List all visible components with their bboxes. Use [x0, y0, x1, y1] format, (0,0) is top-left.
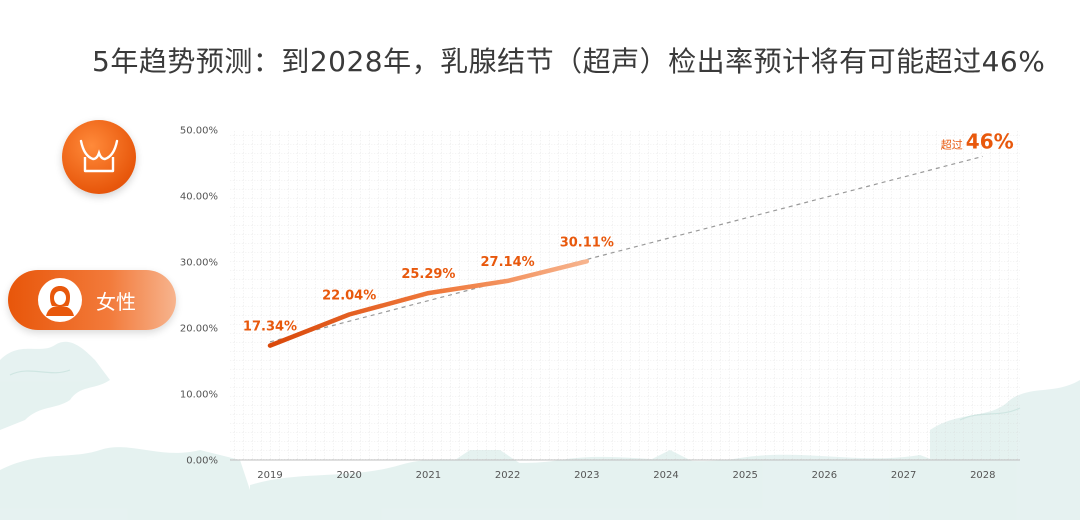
plot-area-grid [230, 130, 1020, 460]
data-label: 22.04% [322, 289, 376, 304]
woman-avatar-icon [38, 278, 82, 322]
bra-icon [79, 139, 119, 173]
x-tick-label: 2025 [732, 470, 757, 481]
series-line [267, 259, 590, 348]
female-label: 女性 [96, 290, 136, 314]
page-title: 5年趋势预测：到2028年，乳腺结节（超声）检出率预计将有可能超过46% [92, 45, 1046, 78]
y-tick-label: 0.00% [186, 456, 218, 467]
x-tick-label: 2023 [574, 470, 599, 481]
trend-line [269, 155, 983, 343]
data-label: 30.11% [560, 235, 614, 250]
data-label: 25.29% [401, 267, 455, 282]
bra-icon-badge [62, 120, 136, 194]
annotation-prefix: 超过 [941, 137, 963, 151]
x-tick-label: 2022 [495, 470, 520, 481]
female-category-badge: 女性 [8, 270, 176, 330]
x-tick-label: 2024 [653, 470, 678, 481]
y-tick-label: 20.00% [180, 324, 218, 335]
data-label: 27.14% [481, 255, 535, 270]
y-tick-label: 30.00% [180, 258, 218, 269]
x-tick-label: 2026 [812, 470, 837, 481]
data-label: 17.34% [243, 320, 297, 335]
y-tick-label: 40.00% [180, 192, 218, 203]
x-tick-label: 2028 [970, 470, 995, 481]
annotation-value: 46% [966, 129, 1014, 153]
x-tick-label: 2019 [257, 470, 282, 481]
x-tick-label: 2021 [416, 470, 441, 481]
x-tick-label: 2020 [336, 470, 361, 481]
y-tick-label: 50.00% [180, 126, 218, 137]
x-tick-label: 2027 [891, 470, 916, 481]
y-tick-label: 10.00% [180, 390, 218, 401]
